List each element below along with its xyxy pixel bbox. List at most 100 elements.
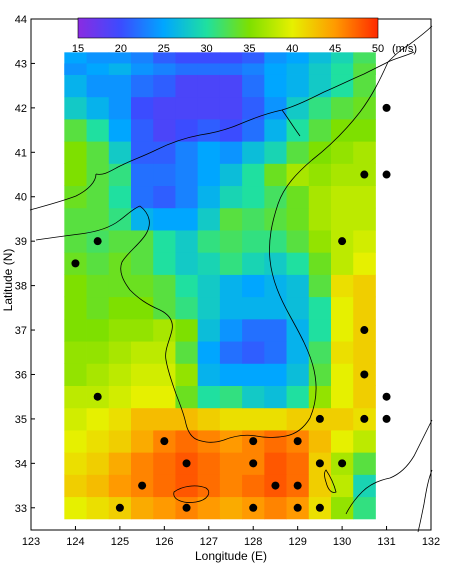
heatmap-cell bbox=[197, 63, 221, 75]
heatmap-cell bbox=[242, 318, 265, 342]
heatmap-cell bbox=[242, 296, 265, 320]
heatmap-cell bbox=[219, 207, 243, 231]
heatmap-cell bbox=[86, 274, 110, 298]
heatmap-cell bbox=[331, 63, 354, 75]
heatmap-cell bbox=[153, 318, 176, 342]
heatmap-cell bbox=[286, 252, 310, 275]
heatmap-cell bbox=[153, 452, 176, 475]
heatmap-cell bbox=[197, 74, 221, 98]
x-tick-label: 129 bbox=[288, 536, 306, 548]
heatmap-cell bbox=[197, 141, 221, 164]
heatmap-cell bbox=[175, 118, 199, 142]
heatmap-cell bbox=[131, 318, 154, 342]
heatmap-cell bbox=[131, 252, 154, 275]
heatmap-cell bbox=[331, 496, 354, 520]
heatmap-cell bbox=[353, 63, 376, 75]
heatmap-cell bbox=[153, 252, 176, 275]
heatmap-cell bbox=[64, 141, 87, 164]
station-markers bbox=[71, 103, 391, 512]
heatmap-cell bbox=[153, 207, 176, 231]
heatmap-cell bbox=[353, 252, 376, 275]
heatmap-cell bbox=[219, 496, 243, 520]
heatmap-cell bbox=[286, 341, 310, 364]
heatmap-cell bbox=[197, 474, 221, 498]
heatmap-cell bbox=[308, 430, 332, 453]
y-tick-label: 37 bbox=[15, 325, 27, 337]
y-tick-label: 39 bbox=[15, 236, 27, 248]
y-tick-label: 40 bbox=[15, 192, 27, 204]
colorbar-tick-label: 30 bbox=[200, 43, 212, 55]
heatmap-cell bbox=[219, 363, 243, 386]
heatmap-cell bbox=[108, 163, 132, 187]
heatmap-cell bbox=[64, 185, 87, 209]
heatmap-cell bbox=[264, 296, 287, 320]
heatmap-cell bbox=[308, 163, 332, 187]
colorbar-tick-label: 40 bbox=[286, 43, 298, 55]
x-tick-label: 127 bbox=[200, 536, 218, 548]
heatmap-cell bbox=[331, 96, 354, 120]
heatmap-cell bbox=[242, 385, 265, 409]
station-marker bbox=[315, 503, 324, 512]
heatmap-cell bbox=[331, 118, 354, 142]
heatmap-cell bbox=[175, 74, 199, 98]
heatmap-cell bbox=[153, 141, 176, 164]
heatmap-cell bbox=[175, 96, 199, 120]
heatmap-cell bbox=[197, 274, 221, 298]
heatmap-cell bbox=[175, 141, 199, 164]
heatmap-cell bbox=[131, 385, 154, 409]
heatmap-cell bbox=[108, 407, 132, 431]
heatmap-cell bbox=[197, 452, 221, 475]
heatmap-cell bbox=[242, 363, 265, 386]
heatmap-cell bbox=[108, 452, 132, 475]
y-tick-label: 38 bbox=[15, 281, 27, 293]
heatmap-cell bbox=[286, 452, 310, 475]
heatmap-cell bbox=[286, 207, 310, 231]
heatmap-cell bbox=[153, 363, 176, 386]
heatmap-cell bbox=[219, 274, 243, 298]
heatmap-cell bbox=[331, 74, 354, 98]
heatmap-cell bbox=[219, 385, 243, 409]
heatmap-cell bbox=[153, 74, 176, 98]
heatmap-cell bbox=[353, 452, 376, 475]
china-coast bbox=[29, 173, 141, 241]
heatmap-cell bbox=[175, 296, 199, 320]
heatmap-cell bbox=[108, 385, 132, 409]
heatmap-cell bbox=[353, 118, 376, 142]
heatmap-cell bbox=[153, 385, 176, 409]
heatmap-cell bbox=[264, 207, 287, 231]
heatmap-cell bbox=[242, 274, 265, 298]
heatmap-cell bbox=[86, 341, 110, 364]
heatmap-cell bbox=[153, 274, 176, 298]
colorbar-tick-label: 50 bbox=[372, 43, 384, 55]
heatmap-cell bbox=[264, 363, 287, 386]
heatmap-cell bbox=[308, 96, 332, 120]
heatmap-cell bbox=[175, 318, 199, 342]
colorbar-tick-label: 20 bbox=[115, 43, 127, 55]
heatmap-cell bbox=[197, 341, 221, 364]
heatmap-cell bbox=[153, 496, 176, 520]
heatmap-cell bbox=[308, 118, 332, 142]
station-marker bbox=[360, 326, 369, 335]
heatmap-cell bbox=[108, 363, 132, 386]
heatmap-cell bbox=[353, 230, 376, 253]
heatmap-cell bbox=[108, 118, 132, 142]
heatmap-cell bbox=[219, 430, 243, 453]
heatmap-cell bbox=[108, 185, 132, 209]
x-tick-label: 125 bbox=[111, 536, 129, 548]
heatmap-cell bbox=[331, 274, 354, 298]
heatmap-cell bbox=[86, 496, 110, 520]
heatmap-cell bbox=[308, 141, 332, 164]
coastline bbox=[29, 25, 433, 533]
heatmap-cell bbox=[153, 163, 176, 187]
heatmap-cell bbox=[308, 341, 332, 364]
heatmap-cell bbox=[331, 363, 354, 386]
x-tick-label: 130 bbox=[333, 536, 351, 548]
heatmap-cell bbox=[86, 430, 110, 453]
peninsula-east bbox=[197, 61, 389, 443]
heatmap-cell bbox=[131, 430, 154, 453]
heatmap-cell bbox=[64, 341, 87, 364]
y-tick-label: 36 bbox=[15, 369, 27, 381]
heatmap-cell bbox=[331, 341, 354, 364]
heatmap-cell bbox=[264, 318, 287, 342]
